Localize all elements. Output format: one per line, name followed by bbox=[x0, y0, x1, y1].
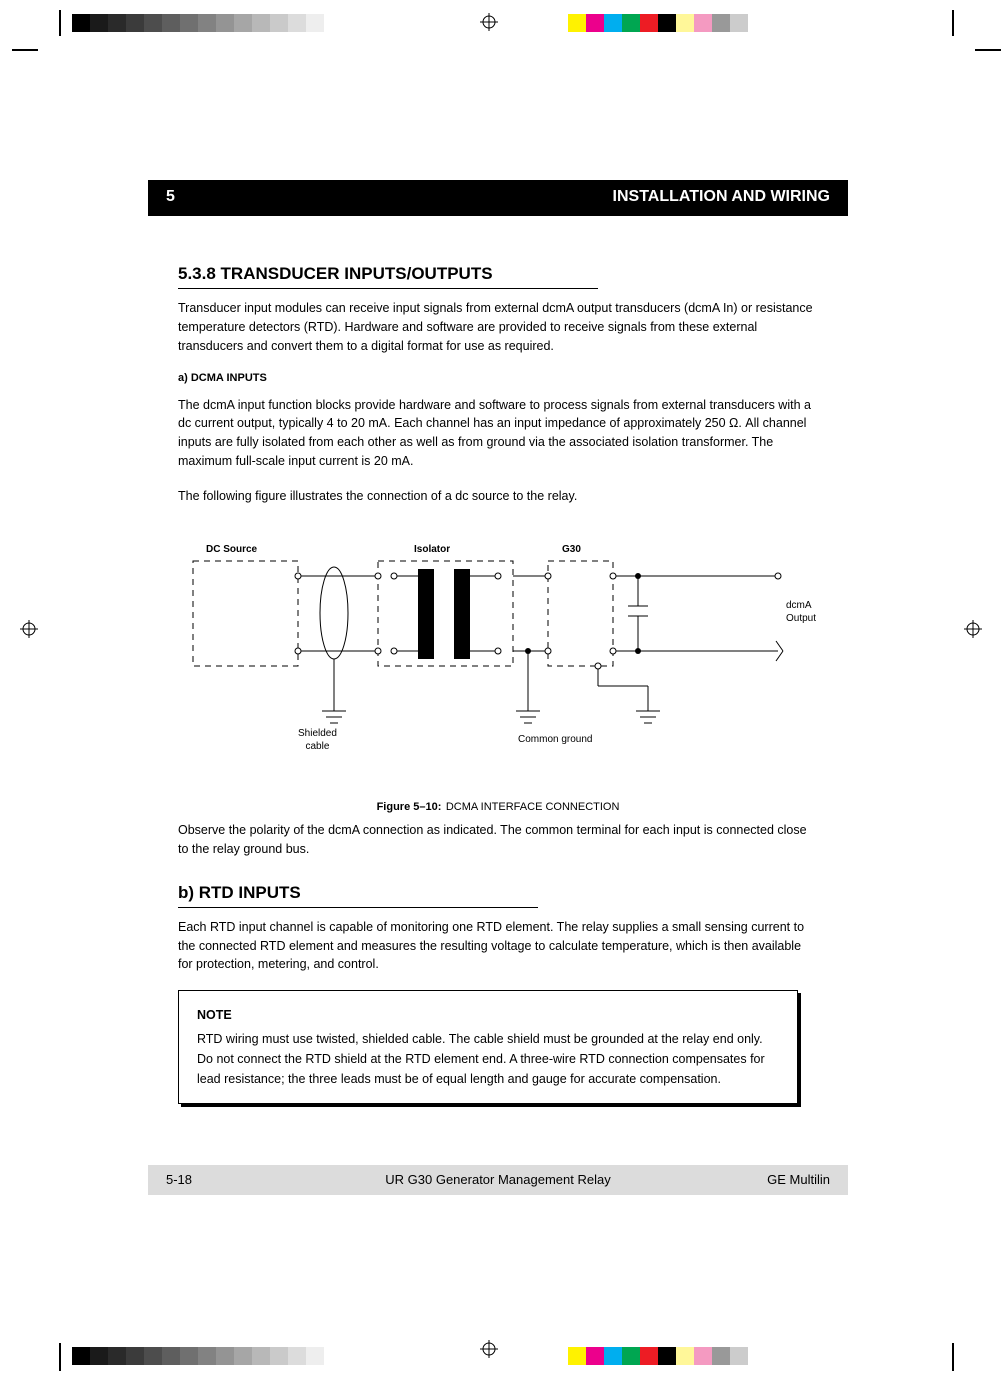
diagram-label: DC Source bbox=[206, 543, 257, 556]
intro-text: Transducer input modules can receive inp… bbox=[178, 299, 818, 355]
footer-brand: GE Multilin bbox=[767, 1172, 830, 1187]
note-box: NOTE RTD wiring must use twisted, shield… bbox=[178, 990, 798, 1104]
section-heading: 5.3.8 TRANSDUCER INPUTS/OUTPUTS bbox=[178, 264, 598, 289]
chapter-number: 5 bbox=[166, 188, 175, 206]
diagram-label: Shielded cable bbox=[298, 727, 337, 753]
crop-mark-icon bbox=[951, 1331, 989, 1369]
gray-reg-strip bbox=[72, 1347, 324, 1365]
chapter-title: INSTALLATION AND WIRING bbox=[613, 188, 830, 206]
reg-target-icon bbox=[964, 620, 982, 638]
figure-caption-text: DCMA INTERFACE CONNECTION bbox=[446, 801, 620, 813]
crop-mark-icon bbox=[12, 10, 50, 48]
reg-target-icon bbox=[20, 620, 38, 638]
page-frame: 5 INSTALLATION AND WIRING 5.3.8 TRANSDUC… bbox=[148, 180, 848, 1195]
body-text: The dcmA input function blocks provide h… bbox=[178, 396, 818, 471]
note-label: NOTE bbox=[197, 1005, 779, 1025]
reg-target-icon bbox=[480, 13, 498, 31]
crop-mark-icon bbox=[12, 1331, 50, 1369]
page-number: 5-18 bbox=[166, 1172, 192, 1187]
page-header: 5 INSTALLATION AND WIRING bbox=[148, 180, 848, 216]
footer-model: UR G30 Generator Management Relay bbox=[385, 1172, 610, 1187]
page-footer: 5-18 UR G30 Generator Management Relay G… bbox=[148, 1165, 848, 1195]
page-content: 5.3.8 TRANSDUCER INPUTS/OUTPUTS Transduc… bbox=[178, 240, 818, 1104]
reg-target-icon bbox=[480, 1340, 498, 1358]
color-reg-strip bbox=[568, 14, 748, 32]
diagram-label: Common ground bbox=[518, 733, 592, 746]
wiring-diagram: DC Source Isolator G30 Shielded cable Co… bbox=[178, 521, 818, 811]
figure-description: The following figure illustrates the con… bbox=[178, 487, 818, 506]
figure-caption-num: Figure 5–10: bbox=[377, 801, 442, 813]
gray-reg-strip bbox=[72, 14, 324, 32]
crop-mark-icon bbox=[951, 10, 989, 48]
color-reg-strip bbox=[568, 1347, 748, 1365]
diagram-label: dcmA Output bbox=[786, 599, 816, 625]
subsection-heading: b) RTD INPUTS bbox=[178, 883, 538, 908]
body-text: Each RTD input channel is capable of mon… bbox=[178, 918, 818, 974]
note-body: RTD wiring must use twisted, shielded ca… bbox=[197, 1029, 779, 1089]
after-figure-text: Observe the polarity of the dcmA connect… bbox=[178, 821, 818, 859]
diagram-label: Isolator bbox=[414, 543, 450, 556]
diagram-label: G30 bbox=[562, 543, 581, 556]
subsection-heading: a) DCMA INPUTS bbox=[178, 371, 818, 385]
